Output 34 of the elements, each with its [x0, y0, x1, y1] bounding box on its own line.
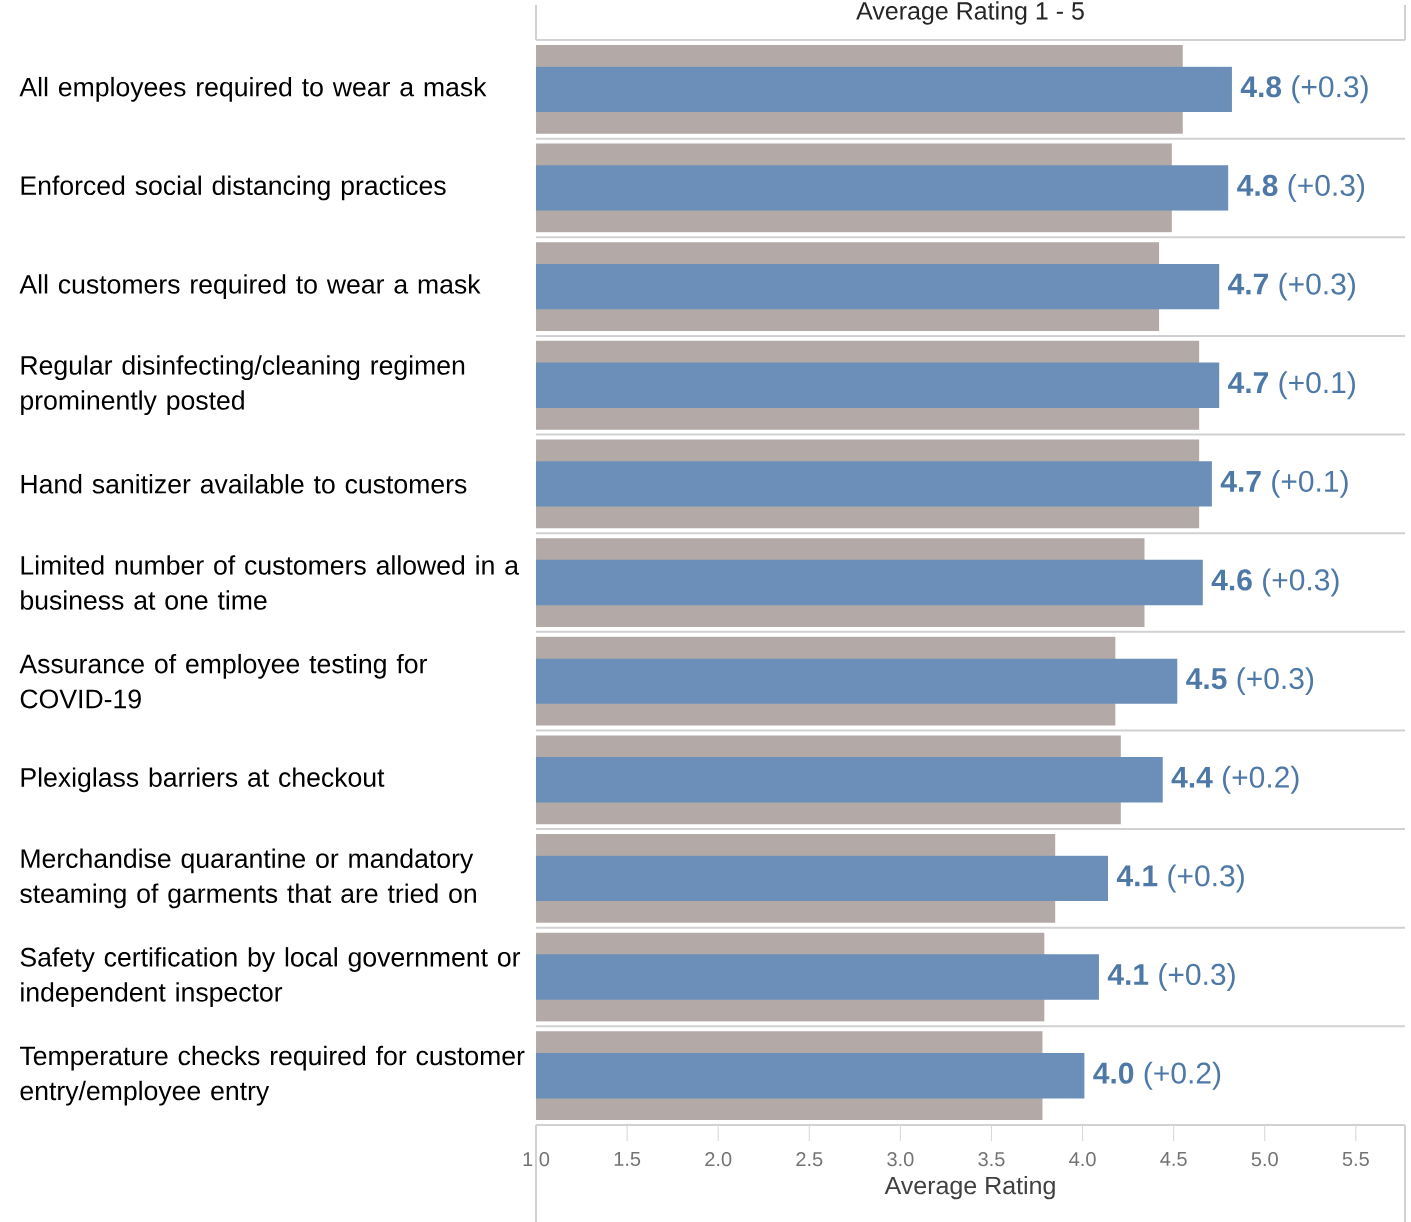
data-label: 4.6 (+0.3): [1211, 568, 1339, 597]
data-label: 4.0 (+0.2): [1093, 1061, 1221, 1090]
data-label: 4.1 (+0.3): [1116, 864, 1244, 893]
x-tick-label: 3.0: [887, 1152, 914, 1167]
data-label: 4.8 (+0.3): [1237, 173, 1365, 202]
x-tick-label: 4.0: [1069, 1152, 1096, 1167]
x-tick-label: 5.5: [1342, 1152, 1369, 1167]
y-tick-label: All customers required to wear a mask: [19, 274, 481, 299]
data-label: 4.7 (+0.1): [1228, 371, 1355, 400]
y-tick-label: Limited number of customers allowed in a business at one time: [21, 555, 520, 610]
x-tick-label: 4.5: [1160, 1152, 1187, 1167]
data-label: 4.8 (+0.3): [1240, 75, 1368, 104]
data-label: 4.1 (+0.3): [1107, 963, 1235, 992]
y-tick-label: Merchandise quarantine or mandatory steaming of garments that are tried on: [20, 848, 476, 909]
x-axis-title: Average Rating: [884, 1175, 1055, 1200]
data-label: 4.4 (+0.2): [1171, 765, 1299, 794]
x-tick-label: 5.0: [1251, 1152, 1278, 1167]
data-label: 4.5 (+0.3): [1186, 667, 1314, 696]
x-tick-label: 2.0: [705, 1152, 732, 1167]
data-label: 4.7 (+0.1): [1220, 469, 1348, 498]
data-label: 4.7 (+0.3): [1228, 272, 1355, 301]
y-tick-label: All employees required to wear a mask: [19, 76, 487, 102]
y-tick-label: Temperature checks required for customer entry/employee entry: [20, 1045, 525, 1106]
chart-title: Average Rating 1 - 5: [856, 1, 1084, 25]
x-tick-label: 1.0: [523, 1152, 550, 1167]
y-tick-label: Hand sanitizer available to customers: [21, 474, 467, 494]
y-tick-label: Safety certification by local government or independent inspector: [20, 947, 521, 1007]
x-tick-label: 2.5: [796, 1152, 823, 1167]
y-tick-label: Plexiglass barriers at checkout: [21, 767, 385, 793]
y-tick-label: Regular disinfecting/cleaning regimen prominently posted: [21, 355, 465, 416]
y-tick-label: Assurance of employee testing for COVID-19: [19, 653, 427, 709]
x-tick-label: 1.5: [614, 1152, 641, 1167]
x-tick-label: 3.5: [978, 1152, 1005, 1167]
y-tick-label: Enforced social distancing practices: [21, 175, 446, 201]
